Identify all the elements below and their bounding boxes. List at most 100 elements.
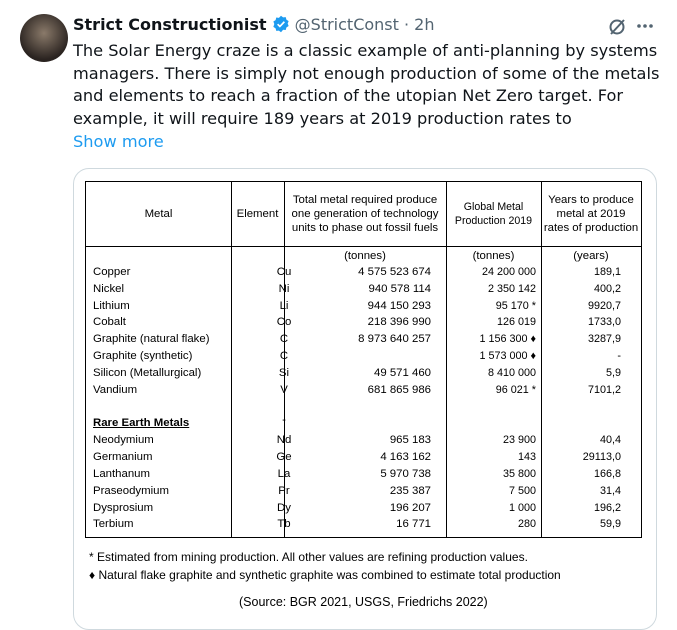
table-cell: 189,1 [593, 266, 621, 278]
table-cell: 1 156 300 ♦ [479, 333, 536, 346]
table-cell: 681 865 986 [367, 383, 431, 396]
table-cell: 16 771 [396, 518, 431, 531]
column-header: Years to produce metal at 2019 rates of … [543, 194, 639, 234]
column-unit: (years) [573, 250, 609, 262]
text-line: managers. There is simply not enough pro… [73, 63, 660, 83]
column-header: Total metal required produce one generat… [291, 194, 439, 234]
table-cell: Lanthanum [93, 468, 150, 480]
show-more[interactable]: Show more [73, 132, 164, 151]
table-cell: C [279, 333, 289, 346]
header-rule [86, 246, 641, 247]
table-cell: Cu [276, 266, 292, 278]
column-unit: (tonnes) [472, 250, 515, 262]
table-cell: 31,4 [599, 484, 621, 497]
timestamp[interactable]: 2h [414, 15, 435, 34]
verified-badge [272, 15, 289, 33]
column-rule [284, 182, 285, 537]
display-name[interactable]: Strict Constructionist [73, 15, 267, 34]
table-cell: Copper [93, 266, 131, 278]
tweet-header: Strict Constructionist @StrictConst · 2h [73, 15, 435, 34]
separator: · [398, 15, 415, 34]
table-cell: Graphite (natural flake) [93, 333, 210, 346]
table-cell: 280 [517, 518, 536, 531]
media-image[interactable]: Metal Element Total metal required produce… [73, 168, 657, 630]
table-cell: Graphite (synthetic) [93, 350, 193, 362]
table-cell: 143 [517, 451, 536, 464]
table-cell: Ge [276, 451, 292, 464]
table-cell: Vandium [93, 383, 138, 396]
table-cell: Praseodymium [93, 484, 169, 497]
table-cell: Nickel [93, 282, 125, 295]
table-cell: La [277, 468, 291, 480]
footnote: ♦ Natural flake graphite and synthetic g… [89, 568, 561, 582]
table-cell: 96 021 * [495, 383, 536, 396]
table-cell: 940 578 114 [368, 282, 432, 295]
table-cell: 235 387 [389, 484, 431, 497]
table-cell: 8 973 640 257 [358, 333, 431, 346]
column-rule [231, 182, 232, 537]
more-icon[interactable] [636, 23, 654, 29]
table-cell: V [280, 383, 288, 396]
table-cell: 196,2 [593, 501, 621, 514]
table-cell: Dy [277, 501, 291, 514]
column-header: Metal [144, 208, 173, 220]
avatar[interactable] [20, 14, 68, 62]
table-cell: 3287,9 [587, 333, 621, 346]
table-cell: 965 183 [389, 434, 431, 447]
table-cell: Pr [278, 484, 290, 497]
column-header: Global Metal Production 2019 [454, 201, 533, 227]
table-cell: 196 207 [389, 501, 431, 514]
column-unit: (tonnes) [344, 250, 386, 262]
grok-icon[interactable] [607, 17, 627, 37]
table-cell: Co [276, 316, 292, 329]
source: (Source: BGR 2021, USGS, Friedrichs 2022… [239, 595, 488, 609]
page: Strict Constructionist @StrictConst · 2h… [20, 14, 660, 630]
handle[interactable]: @StrictConst [294, 15, 399, 34]
text-line: and elements to reach a fraction of the … [73, 86, 624, 105]
table-cell: 35 800 [502, 468, 536, 480]
table-cell: Tb [277, 518, 291, 531]
table-cell: 4 575 523 674 [358, 266, 431, 278]
table-cell: Lithium [93, 299, 130, 312]
table-cell: Cobalt [93, 316, 126, 329]
text-line: example, it will require 189 years at 20… [73, 108, 572, 128]
table-cell: Neodymium [93, 434, 154, 447]
table-cell: 29113,0 [582, 451, 621, 464]
table-cell: 126 019 [496, 316, 536, 329]
column-rule [446, 182, 447, 537]
table-cell: Ni [278, 282, 290, 295]
table-cell: 1733,0 [587, 316, 621, 329]
table-cell: Nd [276, 434, 292, 447]
text-line: The Solar Energy craze is a classic exam… [73, 41, 658, 60]
table: Metal Element Total metal required produce… [85, 181, 642, 538]
table-cell: 59,9 [599, 518, 621, 531]
table-cell: 944 150 293 [367, 299, 431, 312]
table-cell: 23 900 [502, 434, 536, 447]
table-cell: 49 571 460 [373, 366, 431, 379]
table-cell: - [617, 350, 621, 362]
section-heading: Rare Earth Metals [93, 417, 190, 430]
table-cell: 8 410 000 [487, 366, 536, 379]
table-cell: 7101,2 [587, 383, 621, 396]
table-cell: 2 350 142 [487, 282, 536, 295]
table-cell: Germanium [93, 451, 153, 464]
table-cell: Silicon (Metallurgical) [93, 366, 202, 379]
table-cell: C [279, 350, 289, 362]
table-cell: 95 170 * [495, 299, 536, 312]
table-cell: 24 200 000 [481, 266, 536, 278]
table-cell: Dysprosium [93, 501, 154, 514]
column-header: Element [236, 208, 279, 220]
table-cell: 40,4 [599, 434, 621, 447]
column-rule [541, 182, 542, 537]
table-cell: 5,9 [605, 366, 621, 379]
table-cell: Si [278, 366, 290, 379]
table-cell: 1 573 000 ♦ [479, 350, 536, 362]
table-cell: 9920,7 [587, 299, 621, 312]
table-cell: 5 970 738 [380, 468, 431, 480]
table-cell: 4 163 162 [380, 451, 431, 464]
table-cell: 7 500 [508, 484, 536, 497]
table-cell: Terbium [93, 518, 134, 531]
footnote: * Estimated from mining production. All … [89, 550, 528, 564]
table-cell: 218 396 990 [367, 316, 431, 329]
table-cell: 166,8 [593, 468, 621, 480]
